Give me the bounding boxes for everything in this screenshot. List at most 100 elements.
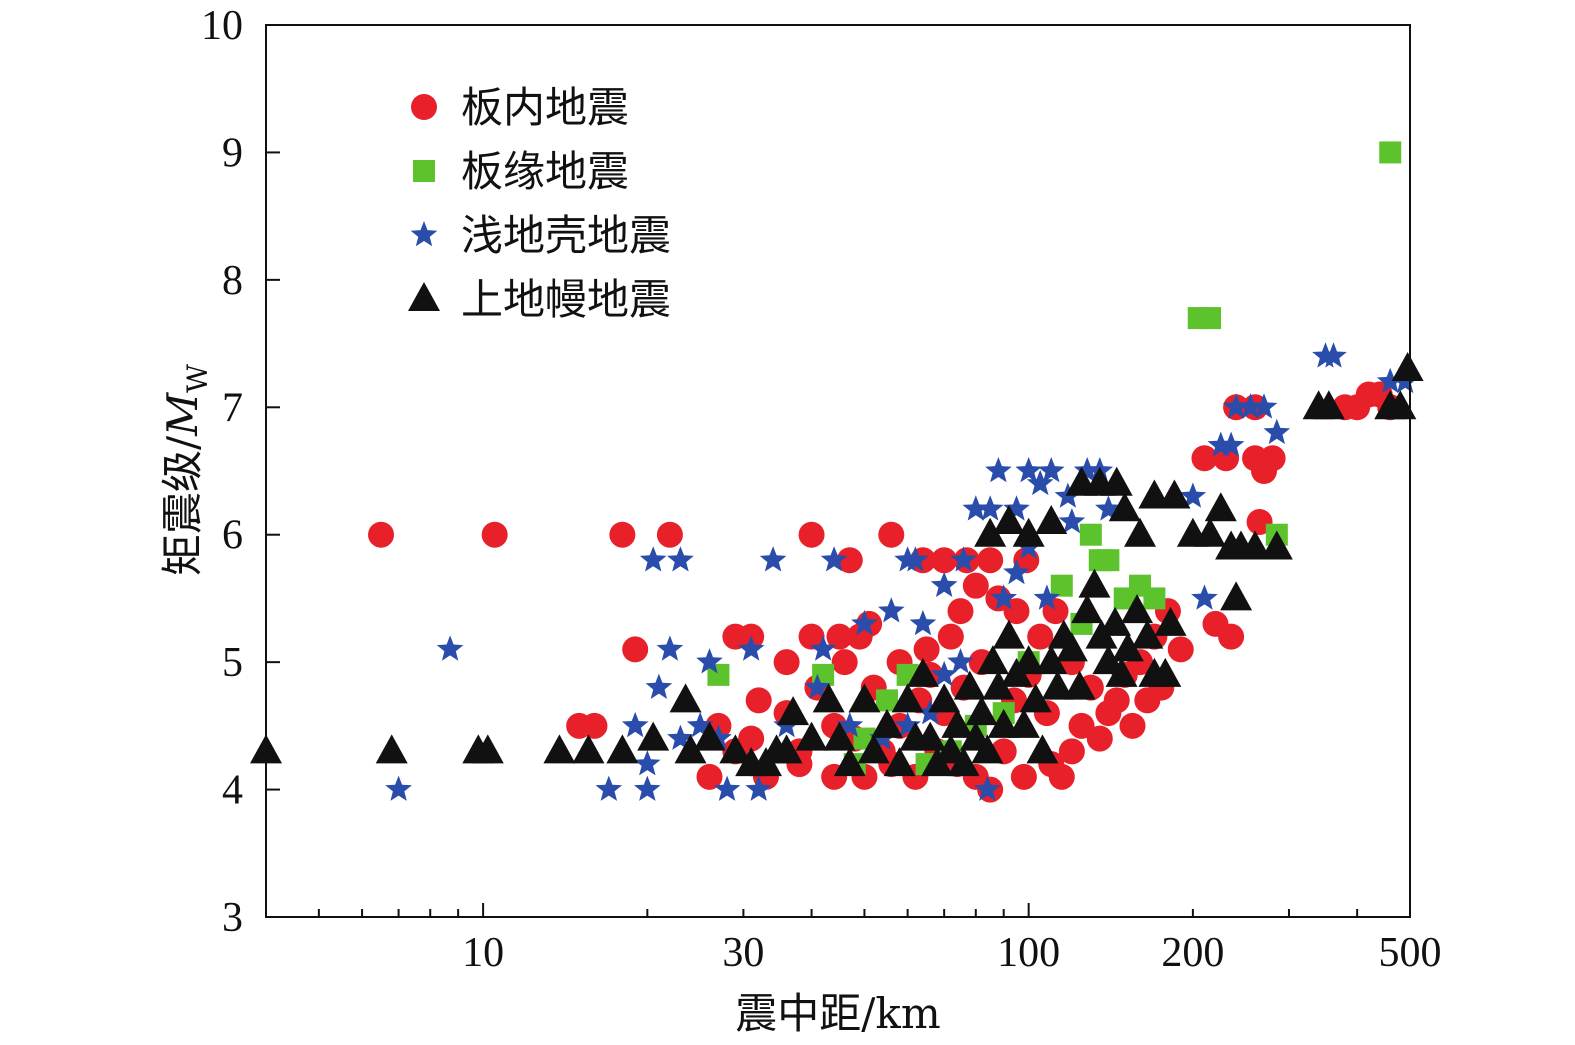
data-point [1111,632,1144,662]
data-point [745,775,772,801]
data-point [883,747,916,777]
data-point [1204,492,1237,522]
data-point [1003,558,1030,585]
data-point [1063,670,1096,700]
data-point [1041,670,1074,700]
data-point [1158,479,1191,509]
data-point [1071,594,1104,624]
data-point [1073,457,1101,483]
data-point [930,571,958,597]
data-point [1191,584,1218,610]
data-point [1191,445,1218,472]
data-point [798,623,825,650]
data-point [621,711,649,738]
data-point [693,721,726,751]
data-point [1086,725,1113,752]
data-point [836,547,863,574]
data-point [1312,390,1345,420]
y-tick-label: 4 [222,768,243,814]
y-tick-label: 5 [222,640,243,686]
y-axis-title-symbol: M [158,392,207,437]
data-point [705,724,732,750]
data-point [1048,763,1075,790]
legend-label: 板缘地震 [461,147,629,196]
data-point [930,660,958,687]
data-point [977,547,1004,574]
y-axis-title: 矩震级/MW [158,364,214,576]
data-point [656,635,684,661]
data-point [471,734,504,764]
data-point [543,734,576,764]
data-point [826,623,853,650]
data-point [639,546,667,572]
data-point [971,734,1004,764]
data-point [1124,517,1157,547]
data-point [1050,574,1073,597]
data-point [1058,738,1085,765]
data-point [686,711,714,738]
y-tick-label: 10 [201,3,243,49]
x-tick-label: 500 [1379,930,1442,976]
data-point [947,598,974,625]
data-point [1119,712,1146,739]
data-point [823,721,856,751]
legend-label: 板内地震 [461,83,629,132]
y-tick-label: 3 [222,895,243,941]
data-point [1092,645,1125,675]
data-point [909,609,937,636]
data-point [962,572,989,599]
data-point [385,775,412,801]
data-point [974,517,1007,547]
data-point [962,495,990,521]
data-point [1007,708,1040,738]
data-point [941,708,974,738]
data-point [878,521,905,548]
data-point [1058,508,1086,534]
data-point [1027,623,1054,650]
x-tick-label: 30 [722,930,764,976]
data-point [1134,687,1161,714]
data-point [1035,504,1068,534]
data-point [1055,632,1088,662]
data-point [928,683,961,713]
data-point [1012,517,1045,547]
data-point [1217,431,1245,457]
data-point [1037,457,1065,483]
data-point [667,724,694,750]
data-point [1121,594,1154,624]
axis-ticks: 10 30 100 200 500 3 4 5 6 7 8 9 10 [201,3,1442,976]
data-point [953,670,986,700]
legend-marker [411,94,437,120]
data-point [1320,342,1347,368]
legend-marker [410,221,438,247]
data-point [798,521,825,548]
data-point [891,683,924,713]
x-tick-label: 10 [462,930,504,976]
data-point [1015,457,1042,483]
data-point [1078,568,1111,598]
y-tick-label: 7 [222,385,243,431]
data-point [713,775,741,801]
data-point [1103,687,1130,714]
data-point [773,649,800,676]
data-point [595,775,623,801]
data-point [1239,530,1272,560]
data-point [645,673,673,699]
data-point [738,725,765,752]
data-point [1105,657,1138,687]
data-point [950,546,977,572]
data-point [913,636,940,663]
data-point [1251,458,1278,484]
y-axis-title-main: 矩震级/ [158,435,207,576]
data-point [1095,495,1122,521]
legend-marker [413,160,435,182]
data-point [987,708,1020,738]
data-point [634,775,661,801]
data-point [831,649,858,676]
data-point [634,750,661,776]
data-point [1250,393,1278,419]
data-point [833,747,866,777]
data-point [696,648,723,674]
data-point [737,635,765,661]
